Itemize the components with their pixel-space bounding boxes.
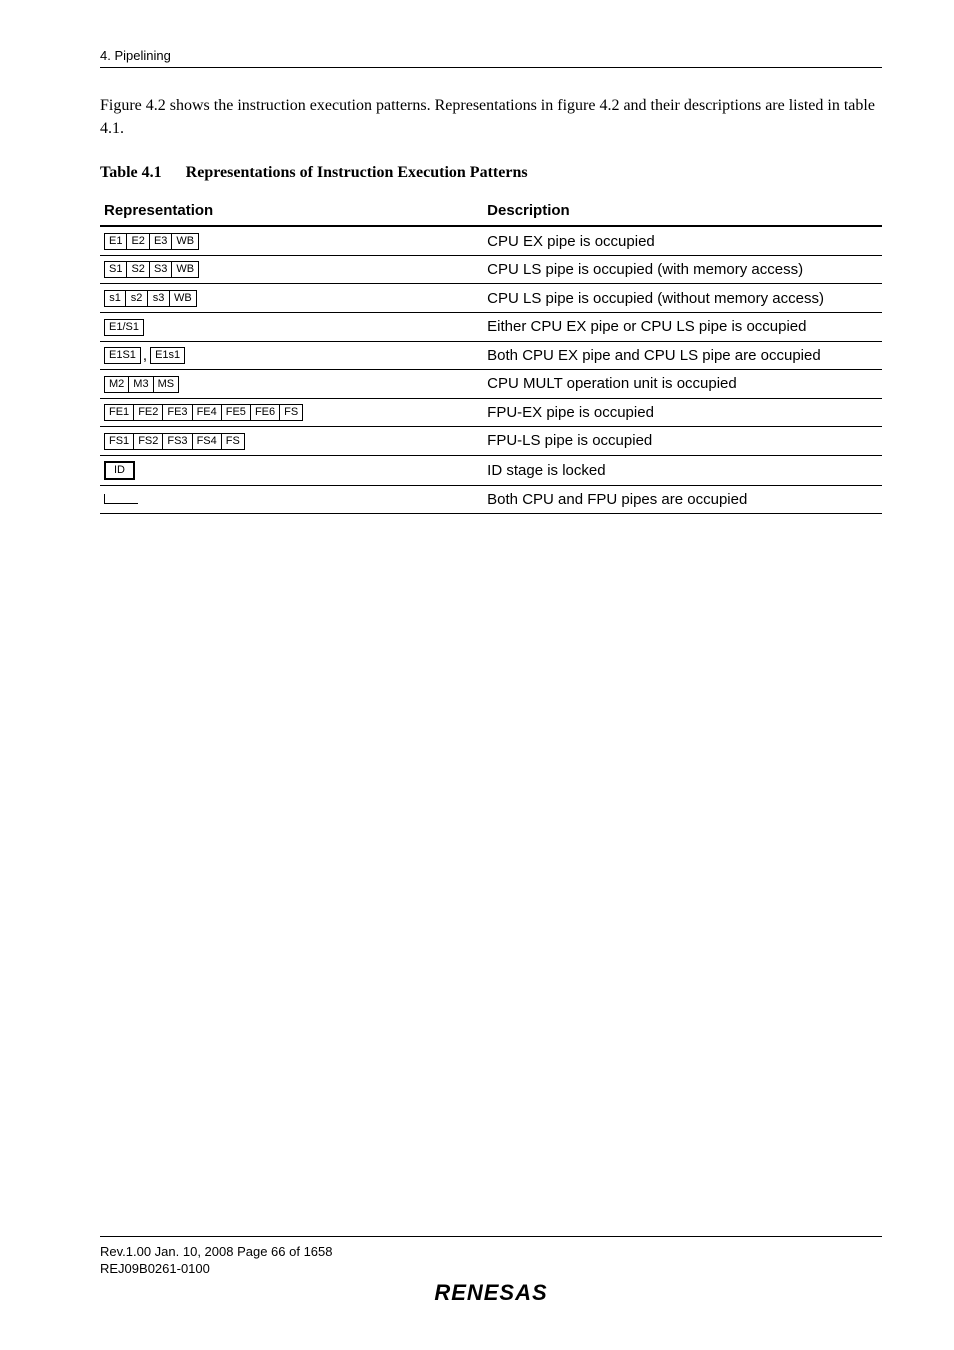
- table-row: ID ID stage is locked: [100, 455, 882, 485]
- pipeline-stage-box: FS2: [134, 433, 163, 450]
- footer-rev-line1: Rev.1.00 Jan. 10, 2008 Page 66 of 1658: [100, 1243, 882, 1261]
- page-footer: Rev.1.00 Jan. 10, 2008 Page 66 of 1658 R…: [100, 1236, 882, 1306]
- pipeline-stage-box: M2: [104, 376, 129, 393]
- representation-cell: E1/S1: [100, 312, 483, 341]
- representation-cell: E1S1,E1s1: [100, 341, 483, 370]
- pipeline-chain: E1s1: [150, 347, 185, 364]
- pipeline-chain: E1/S1: [104, 319, 144, 336]
- header-section: 4. Pipelining: [100, 48, 882, 63]
- pipeline-stage-box: S3: [150, 261, 172, 278]
- pair-separator: ,: [141, 347, 150, 364]
- table-row: s1s2s3WB CPU LS pipe is occupied (without…: [100, 284, 882, 313]
- table-row: Both CPU and FPU pipes are occupied: [100, 485, 882, 513]
- pipeline-stage-box: FS4: [193, 433, 222, 450]
- representation-cell: FS1FS2FS3FS4FS: [100, 427, 483, 456]
- pipeline-stage-box: S1: [104, 261, 127, 278]
- description-cell: CPU MULT operation unit is occupied: [483, 370, 882, 399]
- representation-cell: ID: [100, 455, 483, 485]
- pipeline-stage-box: E1/S1: [104, 319, 144, 336]
- pipeline-stage-box: FS1: [104, 433, 134, 450]
- col-description: Description: [483, 196, 882, 226]
- footer-rule: [100, 1236, 882, 1237]
- pipeline-stage-box: E2: [127, 233, 149, 250]
- pipeline-stage-box: s3: [148, 290, 170, 307]
- table-row: M2M3MS CPU MULT operation unit is occupie…: [100, 370, 882, 399]
- header-rule: [100, 67, 882, 68]
- representation-cell: s1s2s3WB: [100, 284, 483, 313]
- description-cell: CPU EX pipe is occupied: [483, 226, 882, 255]
- pipeline-stage-box: E1s1: [150, 347, 185, 364]
- pipeline-stage-box: FS3: [163, 433, 192, 450]
- pipeline-stage-box: s2: [126, 290, 148, 307]
- table-body: E1E2E3WBCPU EX pipe is occupiedS1S2S3WBC…: [100, 226, 882, 513]
- table-row: E1S1,E1s1Both CPU EX pipe and CPU LS pip…: [100, 341, 882, 370]
- pipeline-chain: S1S2S3WB: [104, 261, 199, 278]
- pipeline-stage-box: s1: [104, 290, 126, 307]
- table-row: E1E2E3WB CPU EX pipe is occupied: [100, 226, 882, 255]
- pipeline-chain: E1E2E3WB: [104, 233, 199, 250]
- pipeline-chain: E1S1: [104, 347, 141, 364]
- description-cell: CPU LS pipe is occupied (without memory …: [483, 284, 882, 313]
- pipeline-stage-box: FE5: [222, 404, 251, 421]
- pipeline-chain: FE1FE2FE3FE4FE5FE6FS: [104, 404, 303, 421]
- footer-rev-line2: REJ09B0261-0100: [100, 1260, 882, 1278]
- description-cell: Either CPU EX pipe or CPU LS pipe is occ…: [483, 312, 882, 341]
- description-cell: Both CPU and FPU pipes are occupied: [483, 485, 882, 513]
- description-cell: FPU-EX pipe is occupied: [483, 398, 882, 427]
- representation-cell: S1S2S3WB: [100, 255, 483, 284]
- page: 4. Pipelining Figure 4.2 shows the instr…: [0, 0, 954, 1350]
- pipeline-stage-box: M3: [129, 376, 153, 393]
- pipeline-stage-box: MS: [154, 376, 180, 393]
- table-row: FE1FE2FE3FE4FE5FE6FS FPU-EX pipe is occup…: [100, 398, 882, 427]
- pipeline-stage-box: E3: [150, 233, 172, 250]
- description-cell: FPU-LS pipe is occupied: [483, 427, 882, 456]
- pipeline-chain: s1s2s3WB: [104, 290, 197, 307]
- intro-paragraph: Figure 4.2 shows the instruction executi…: [100, 94, 882, 140]
- pipeline-stage-box: FS: [280, 404, 303, 421]
- description-cell: Both CPU EX pipe and CPU LS pipe are occ…: [483, 341, 882, 370]
- table-row: FS1FS2FS3FS4FS FPU-LS pipe is occupied: [100, 427, 882, 456]
- table-header-row: Representation Description: [100, 196, 882, 226]
- pipeline-stage-box: FE4: [193, 404, 222, 421]
- representation-table: Representation Description E1E2E3WBCPU E…: [100, 196, 882, 513]
- pipeline-stage-box: FE2: [134, 404, 163, 421]
- pipeline-chain: M2M3MS: [104, 376, 179, 393]
- footer-logo: RENESAS: [100, 1280, 882, 1306]
- col-representation: Representation: [100, 196, 483, 226]
- pipeline-chain: ID: [104, 461, 135, 480]
- footer-rev: Rev.1.00 Jan. 10, 2008 Page 66 of 1658 R…: [100, 1243, 882, 1278]
- pipeline-stage-box: FS: [222, 433, 245, 450]
- representation-cell: [100, 485, 483, 513]
- description-cell: ID stage is locked: [483, 455, 882, 485]
- representation-cell: M2M3MS: [100, 370, 483, 399]
- pipeline-stage-box: FE6: [251, 404, 280, 421]
- pipeline-stage-box: WB: [170, 290, 197, 307]
- pipeline-chain: FS1FS2FS3FS4FS: [104, 433, 245, 450]
- bracket-icon: [104, 494, 138, 504]
- table-title: Table 4.1 Representations of Instruction …: [100, 164, 882, 182]
- pipeline-stage-box: E1: [104, 233, 127, 250]
- pipeline-stage-box: FE3: [163, 404, 192, 421]
- table-row: S1S2S3WB CPU LS pipe is occupied (with me…: [100, 255, 882, 284]
- table-caption: Representations of Instruction Execution…: [186, 164, 528, 181]
- pipeline-stage-box: WB: [172, 261, 199, 278]
- pipeline-stage-box: E1S1: [104, 347, 141, 364]
- representation-cell: E1E2E3WB: [100, 226, 483, 255]
- pipeline-stage-box: ID: [104, 461, 135, 480]
- description-cell: CPU LS pipe is occupied (with memory acc…: [483, 255, 882, 284]
- pipeline-stage-box: FE1: [104, 404, 134, 421]
- table-row: E1/S1 Either CPU EX pipe or CPU LS pipe i…: [100, 312, 882, 341]
- pipeline-stage-box: S2: [127, 261, 149, 278]
- pipeline-stage-box: WB: [172, 233, 199, 250]
- table-number: Table 4.1: [100, 164, 162, 181]
- representation-cell: FE1FE2FE3FE4FE5FE6FS: [100, 398, 483, 427]
